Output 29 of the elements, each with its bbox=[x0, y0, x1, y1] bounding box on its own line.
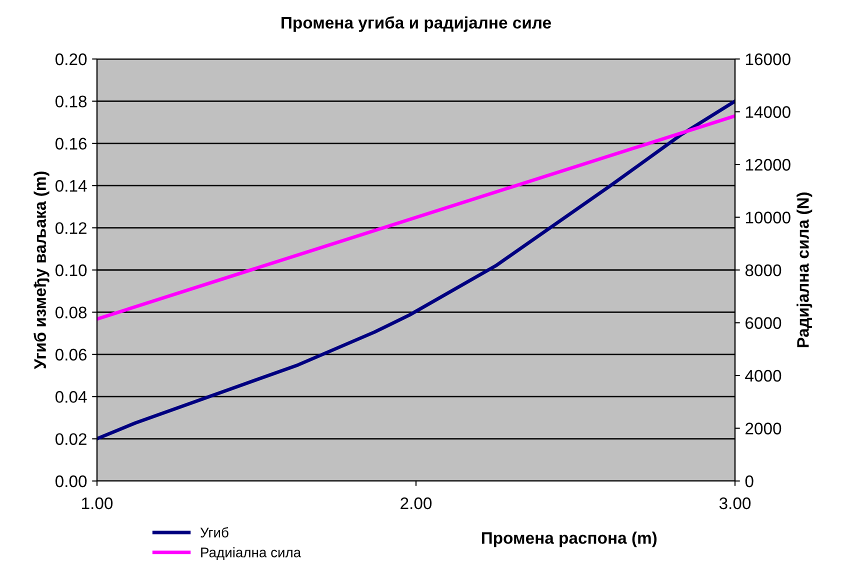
y2-tick-label: 10000 bbox=[746, 212, 790, 224]
y-tick-label: 0.02 bbox=[55, 433, 86, 446]
y2-tick-label: 12000 bbox=[746, 158, 790, 171]
chart-title: Промена угиба и радијалне силе bbox=[282, 16, 551, 32]
y-tick-label: 0.04 bbox=[55, 391, 87, 403]
y-tick-label: 0.06 bbox=[55, 348, 87, 361]
y-tick-label: 0.16 bbox=[55, 138, 87, 150]
x-tick-label: 3.00 bbox=[719, 497, 751, 510]
y2-tick-label: 0 bbox=[745, 475, 754, 488]
y2-tick-label: 2000 bbox=[746, 422, 782, 434]
x-tick-label: 1.00 bbox=[82, 497, 113, 510]
y2-tick-label: 14000 bbox=[746, 106, 790, 118]
x-axis-title: Промена распона (m) bbox=[482, 532, 657, 548]
y-tick-label: 0.10 bbox=[55, 264, 87, 276]
y2-tick-label: 6000 bbox=[746, 317, 782, 329]
y-tick-label: 0.20 bbox=[55, 53, 87, 66]
y2-tick-label: 4000 bbox=[745, 370, 782, 382]
y2-tick-label: 8000 bbox=[745, 264, 782, 276]
legend-label: Угиб bbox=[200, 527, 228, 538]
y-tick-label: 0.08 bbox=[55, 306, 87, 318]
y-axis-title: Угиб између ваљака (m) bbox=[34, 172, 50, 370]
y-tick-label: 0.18 bbox=[55, 96, 87, 108]
y-tick-label: 0.12 bbox=[55, 222, 86, 234]
y-tick-label: 0.14 bbox=[55, 180, 87, 192]
y2-tick-label: 16000 bbox=[746, 53, 790, 66]
legend-label: Радиіална сила bbox=[201, 547, 302, 560]
y-tick-label: 0.00 bbox=[55, 475, 87, 488]
x-tick-label: 2.00 bbox=[400, 497, 432, 510]
y2-axis-title: Радијална сила (N) bbox=[796, 192, 812, 348]
